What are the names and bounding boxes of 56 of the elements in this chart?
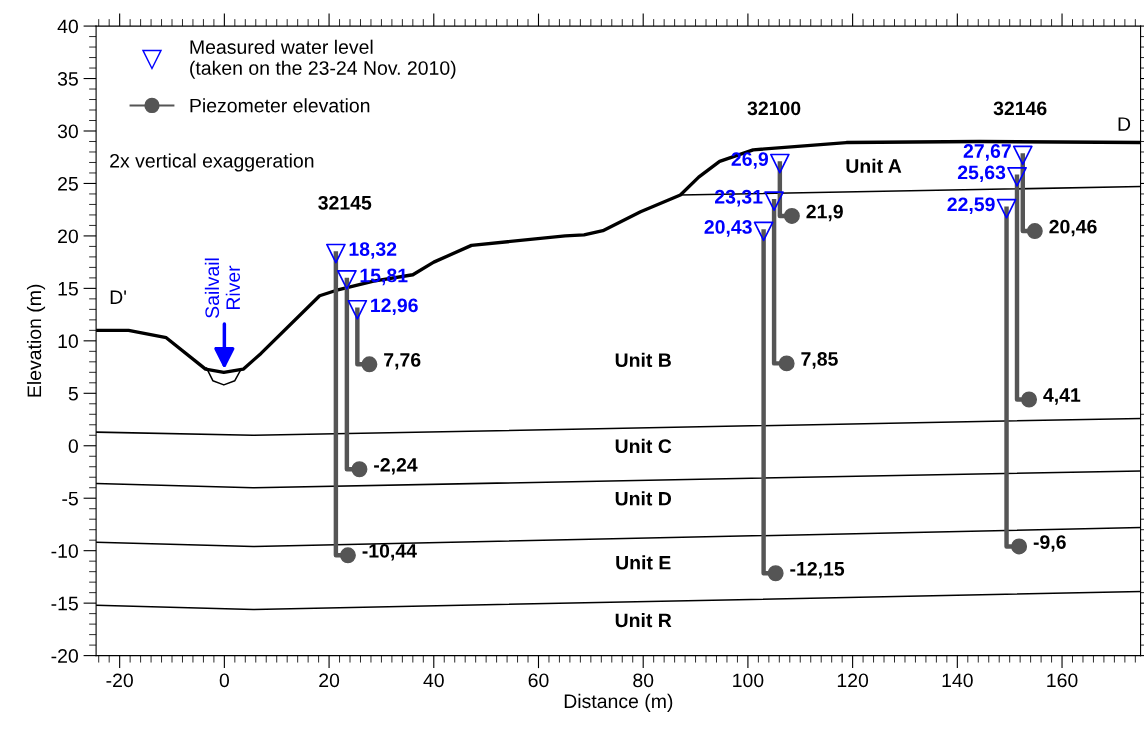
data-label: 12,96 (371, 298, 418, 316)
annotation: 32146 (993, 101, 1047, 116)
y-tick-label: -10 (51, 544, 78, 558)
data-label: 7,85 (801, 352, 838, 369)
y-tick-label: 40 (57, 19, 78, 34)
annotation: 32100 (747, 101, 801, 116)
data-label: 4,41 (1043, 388, 1081, 405)
x-axis-title: Distance (m) (564, 693, 673, 712)
y-tick-label: 5 (68, 386, 78, 401)
x-tick-label: 60 (528, 673, 549, 688)
y-tick-label: 15 (58, 282, 78, 296)
data-label: 27,67 (963, 144, 1011, 161)
annotation: Unit D (615, 491, 672, 506)
x-tick-label: 100 (733, 673, 764, 688)
annotation: D' (110, 290, 126, 304)
y-tick-label: -15 (51, 596, 78, 611)
data-label: 22,59 (947, 197, 995, 214)
annotation: D (1118, 117, 1131, 131)
x-tick-label: 20 (319, 673, 340, 688)
data-label: -2,24 (374, 457, 418, 475)
annotation: Unit A (846, 158, 902, 173)
y-axis-title: Elevation (m) (26, 284, 46, 397)
annotation: Unit R (615, 612, 672, 628)
x-tick-label: 140 (942, 673, 973, 688)
x-tick-label: -20 (106, 673, 133, 688)
annotation: Unit B (615, 352, 671, 368)
annotation: Unit C (615, 438, 672, 454)
x-tick-label: 80 (633, 673, 654, 688)
x-tick-label: 160 (1047, 673, 1078, 688)
y-tick-label: 0 (68, 439, 78, 453)
data-label: 18,32 (349, 242, 397, 259)
y-tick-label: 25 (58, 176, 78, 191)
x-tick-label: 40 (423, 673, 444, 688)
legend-label: Piezometer elevation (190, 98, 370, 113)
legend-label: Measured water level (taken on the 23-24 Nov. 2010) (190, 39, 456, 79)
annotation: 2x vertical exaggeration (110, 153, 314, 172)
y-tick-label: 30 (57, 124, 78, 139)
data-label: 20,43 (704, 220, 752, 237)
y-tick-label: 20 (58, 229, 78, 244)
data-label: 26,9 (731, 152, 769, 169)
x-tick-label: 0 (219, 673, 230, 688)
data-label: -12,15 (790, 561, 845, 579)
data-label: 25,63 (957, 165, 1006, 183)
annotation: Unit E (616, 555, 671, 570)
y-tick-label: 10 (58, 334, 78, 349)
y-tick-label: -20 (51, 649, 78, 663)
y-tick-label: 35 (57, 72, 78, 86)
x-tick-label: 120 (837, 673, 869, 688)
data-label: 20,46 (1049, 219, 1097, 237)
y-tick-label: -5 (62, 491, 78, 506)
data-label: -10,44 (362, 543, 417, 561)
data-label: 7,76 (384, 353, 421, 370)
data-label: -9,6 (1033, 535, 1066, 552)
data-label: 21,9 (806, 204, 843, 222)
annotation: Sailvail River (204, 258, 241, 318)
annotation: 32145 (318, 195, 372, 210)
